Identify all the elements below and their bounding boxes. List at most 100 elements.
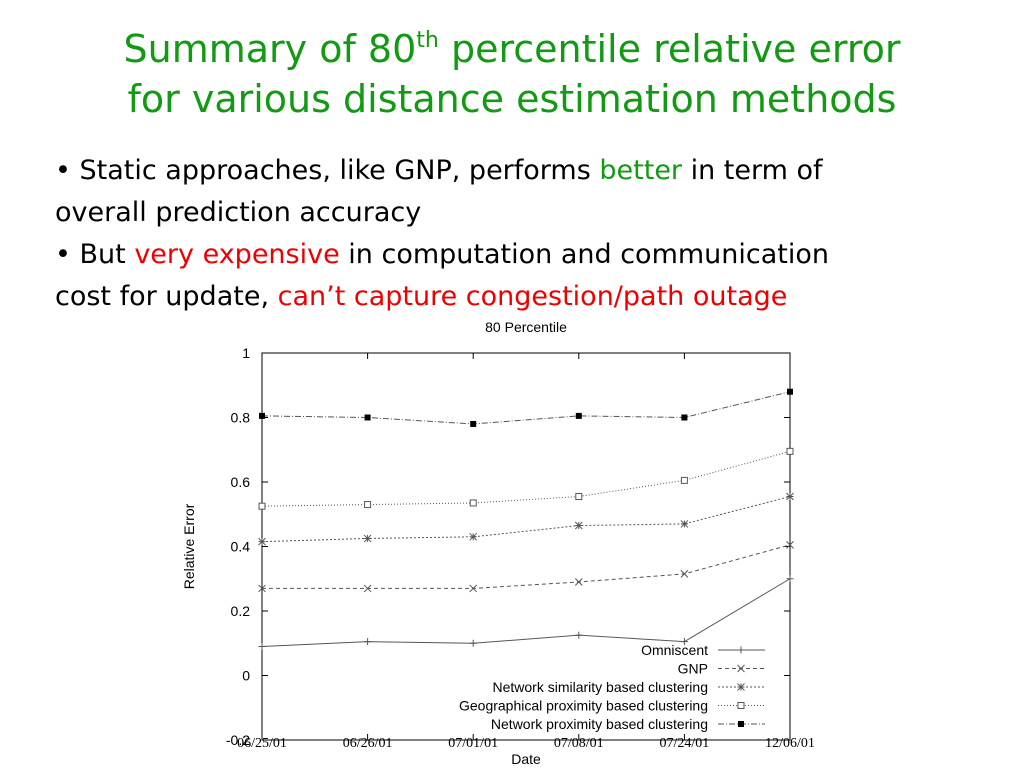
series-2-point [786,541,794,549]
series-4-point [786,447,794,455]
legend-marker [737,702,745,709]
title-text-continued: percentile relative error [438,27,901,71]
y-tick-label: -0.2 [226,732,250,748]
series-1-point [680,638,688,646]
y-axis-label: Relative Error [181,503,197,589]
series-1-point [469,639,477,647]
series-4-point [258,502,266,510]
legend-marker [738,721,744,727]
title-line-2: for various distance estimation methods [127,77,897,121]
bullet-2-text: • But [55,239,135,270]
series-4-point-box [786,447,794,455]
bullet-1: • Static approaches, like GNP, performs … [55,150,1005,192]
series-2-point-stroke [363,584,372,593]
series-5-point [470,420,477,427]
series-2-point-stroke [786,541,794,549]
legend-marker-box [737,702,745,709]
legend-marker-stroke [737,664,745,673]
y-tick-label: 0.6 [231,474,251,490]
x-axis-label: Date [511,751,541,767]
slide-title: Summary of 80th percentile relative erro… [0,24,1024,124]
series-5-point-box [575,412,582,419]
series-2-point [258,584,266,593]
bullet-list: • Static approaches, like GNP, performs … [55,150,1005,318]
bullet-1-text-end: in term of [682,155,823,186]
series-5-point-box [470,420,477,427]
series-3-point [680,520,689,528]
chart-title: 80 Percentile [485,319,567,335]
x-tick-label: 07/24/01 [660,736,710,751]
series-3-point [574,521,583,530]
series-2-point-stroke [469,584,478,593]
series-5-point [575,412,582,419]
legend-label: Geographical proximity based clustering [459,698,708,714]
x-tick-label: 06/25/01 [237,736,287,751]
series-line-5 [261,391,791,425]
bullet-2-continued: cost for update, can’t capture congestio… [55,276,1005,318]
series-3-point-stroke [258,537,266,546]
series-5-point [364,414,371,421]
series-1-point [575,631,583,639]
series-3-point-stroke [786,492,794,501]
y-tick-label: 0.4 [231,539,251,555]
x-tick-label: 07/08/01 [554,736,604,751]
series-4-point-box [258,502,266,510]
series-5-point-box [259,412,265,419]
bullet-2-text-line2: cost for update, [55,281,278,312]
x-tick-label: 07/01/01 [448,736,498,751]
bullet-2-highlight-2: can’t capture congestion/path outage [277,281,788,312]
title-line-1: Summary of 80th percentile relative erro… [0,24,1024,74]
legend-label: GNP [678,661,708,677]
series-3-point [469,532,478,541]
series-3-point-stroke [574,521,583,530]
bullet-2: • But very expensive in computation and … [55,234,1005,276]
legend-marker-stroke [737,683,745,691]
bullet-2-text-middle: in computation and communication [339,239,830,270]
bullet-2-highlight-1: very expensive [134,239,340,270]
series-line-3 [261,496,791,543]
series-2-point [680,570,689,578]
series-4-point [575,493,583,501]
y-tick-label: 0.2 [231,603,251,619]
legend-marker [737,683,745,691]
series-2-point-stroke [680,570,689,578]
legend-marker [737,664,745,673]
title-superscript: th [416,28,439,53]
series-4-point [469,499,477,507]
bullet-1-highlight: better [599,155,683,186]
series-5-point-box [681,414,688,421]
series-4-point [364,501,372,509]
series-line-4 [261,450,791,507]
series-3-point [786,492,794,501]
title-text: Summary of 80 [123,27,417,71]
bullet-1-text: • Static approaches, like GNP, performs [55,155,600,186]
series-5-point [787,388,793,395]
y-tick-label: 1 [242,345,250,361]
legend-label: Network proximity based clustering [491,716,708,732]
series-3-point [258,537,266,546]
y-tick-label: 0.8 [231,410,251,426]
series-2-point [469,584,478,593]
legend-marker [737,646,745,654]
series-3-point-stroke [363,534,372,543]
series-5-point-box [364,414,371,421]
series-4-point-box [680,476,688,484]
series-3-point [363,534,372,543]
series-5-point [681,414,688,421]
series-4-point-box [469,499,477,507]
series-5-point-box [787,388,793,395]
series-line-2 [262,544,791,589]
series-2-point-stroke [258,584,266,593]
y-tick-label: 0 [242,668,250,684]
legend-label: Omniscent [641,642,708,658]
bullet-1-continued: overall prediction accuracy [55,197,422,228]
series-2-point-stroke [574,578,583,586]
series-5-point [259,412,265,419]
series-3-point-stroke [680,520,689,528]
series-2-point [363,584,372,593]
series-1-point [786,575,794,583]
series-4-point [680,476,688,484]
series-1-point [364,638,372,646]
series-line-1 [261,578,791,647]
